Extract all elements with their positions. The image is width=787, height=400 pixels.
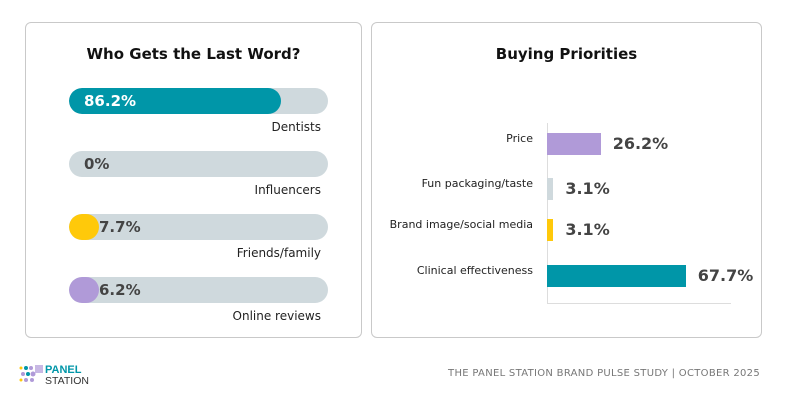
last-word-panel: Who Gets the Last Word? 86.2% Dentists 0% I…: [25, 22, 362, 338]
progress-track: 0%: [69, 151, 328, 177]
progress-fill: [69, 277, 99, 303]
svg-text:STATION: STATION: [45, 375, 89, 386]
progress-track: 7.7%: [69, 214, 328, 240]
y-axis-line: [547, 123, 548, 303]
bar: [547, 133, 601, 155]
category-label: Online reviews: [232, 309, 321, 323]
value-label: 26.2%: [612, 134, 669, 153]
buying-priorities-title: Buying Priorities: [495, 45, 638, 63]
progress-fill: [69, 88, 282, 114]
bar: [547, 219, 554, 241]
x-axis-line: [547, 303, 731, 304]
category-label: Clinical effectiveness: [416, 264, 533, 277]
category-label: Brand image/social media: [389, 218, 533, 231]
value-label: 6.2%: [99, 281, 141, 299]
svg-text:PANEL: PANEL: [45, 364, 82, 376]
category-label: Influencers: [254, 183, 321, 197]
last-word-title: Who Gets the Last Word?: [86, 45, 301, 63]
value-label: 0%: [84, 155, 110, 173]
bar: [547, 178, 554, 200]
value-label: 7.7%: [99, 218, 141, 236]
value-label: 67.7%: [697, 266, 754, 285]
footer-source: THE PANEL STATION BRAND PULSE STUDY | OC…: [448, 368, 760, 379]
category-label: Price: [506, 132, 533, 145]
bar: [547, 265, 686, 287]
progress-track: 6.2%: [69, 277, 328, 303]
progress-fill: [69, 214, 99, 240]
logo-dots-icon: [19, 365, 43, 382]
category-label: Dentists: [271, 120, 321, 134]
progress-track: 86.2%: [69, 88, 328, 114]
panel-station-logo: PANEL STATION: [19, 364, 89, 386]
category-label: Friends/family: [236, 246, 321, 260]
category-label: Fun packaging/taste: [421, 177, 533, 190]
value-label: 3.1%: [565, 179, 610, 198]
value-label: 86.2%: [84, 92, 137, 110]
value-label: 3.1%: [565, 220, 610, 239]
buying-priorities-panel: Buying Priorities Price 26.2% Fun packagin…: [371, 22, 762, 338]
